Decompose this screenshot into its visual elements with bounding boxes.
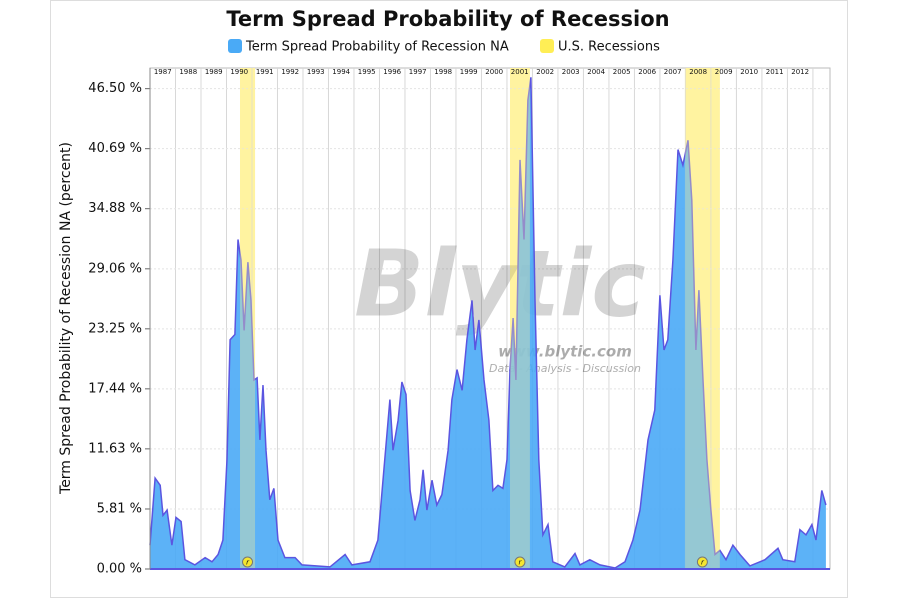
y-tick-label: 11.63 % [88,441,142,456]
recession-marker-label: r [246,559,250,567]
recession-marker [696,556,708,568]
x-tick-label: 1989 [205,68,223,76]
x-tick-label: 2010 [740,68,758,76]
y-tick-label: 5.81 % [97,501,142,516]
x-tick-label: 1992 [281,68,299,76]
chart-title: Term Spread Probability of Recession [226,7,669,31]
x-tick-label: 2007 [664,68,682,76]
recession-marker [242,556,254,568]
x-tick-label: 1988 [179,68,197,76]
x-tick-label: 1995 [358,68,376,76]
x-tick-label: 1993 [307,68,325,76]
x-tick-label: 1987 [154,68,172,76]
y-tick-label: 46.50 % [88,81,142,96]
recession-marker-label: r [519,559,523,567]
y-tick-label: 23.25 % [88,321,142,336]
y-tick-label: 17.44 % [88,381,142,396]
x-tick-label: 2004 [587,68,605,76]
x-tick-label: 2000 [485,68,503,76]
x-tick-label: 2009 [715,68,733,76]
legend-swatch [228,39,242,53]
x-tick-label: 2008 [689,68,707,76]
legend-label: Term Spread Probability of Recession NA [245,40,509,55]
y-tick-label: 29.06 % [88,261,142,276]
area [150,77,826,570]
x-tick-label: 2001 [511,68,529,76]
x-tick-label: 1990 [230,68,248,76]
area-edge [149,77,827,569]
y-tick-label: 34.88 % [88,201,142,216]
x-tick-label: 2005 [613,68,631,76]
recession-overlay [510,68,530,569]
recession-overlay [684,68,720,569]
recession-marker-label: r [701,559,705,567]
legend-swatch [540,39,554,53]
x-tick-label: 1996 [383,68,401,76]
x-tick-label: 1994 [332,68,350,76]
x-tick-label: 1999 [460,68,478,76]
watermark: Blytic [354,230,646,337]
x-tick-label: 1997 [409,68,427,76]
recession-marker [514,556,526,568]
y-tick-label: 0.00 % [97,562,142,577]
legend-label: U.S. Recessions [558,40,660,55]
recession-overlay [240,68,256,569]
x-tick-label: 2003 [562,68,580,76]
x-tick-label: 2006 [638,68,656,76]
y-tick-label: 40.69 % [88,141,142,156]
x-tick-label: 1998 [434,68,452,76]
x-tick-label: 2002 [536,68,554,76]
x-tick-label: 2011 [766,68,784,76]
x-tick-label: 2012 [791,68,809,76]
y-axis-label: Term Spread Probability of Recession NA … [58,142,74,495]
x-tick-label: 1991 [256,68,274,76]
